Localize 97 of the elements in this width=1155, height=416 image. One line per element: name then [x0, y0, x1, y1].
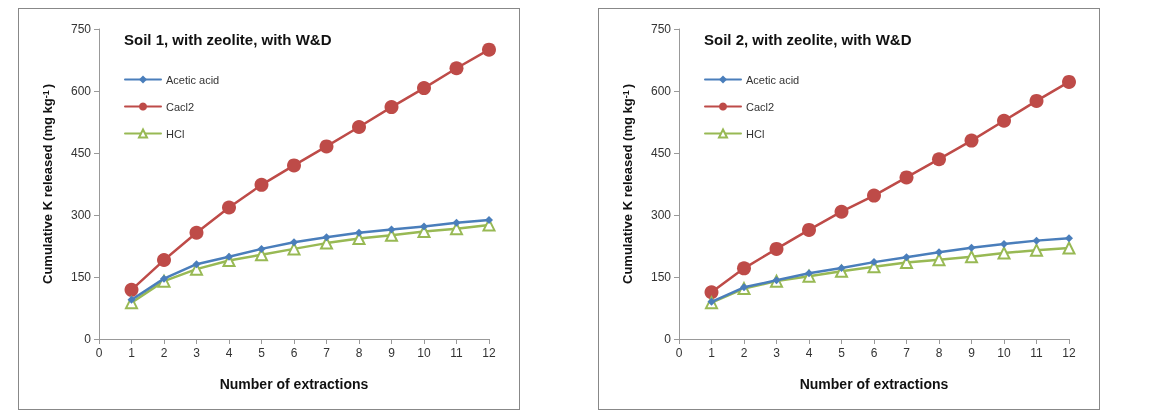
- x-tick-label: 12: [1062, 346, 1076, 360]
- point: [254, 177, 269, 192]
- point: [1032, 236, 1041, 245]
- y-tick-label: 450: [650, 146, 672, 160]
- y-tick-label: 450: [70, 146, 92, 160]
- legend-label: Cacl2: [746, 100, 775, 113]
- point: [1030, 243, 1043, 257]
- point: [965, 250, 978, 264]
- legend-label: HCl: [746, 127, 765, 140]
- y-tick-label: 150: [70, 270, 92, 284]
- x-tick-label: 4: [225, 346, 233, 360]
- x-tick-label: 5: [258, 346, 266, 360]
- x-tick-label: 1: [708, 346, 716, 360]
- x-tick-label: 7: [323, 346, 331, 360]
- point: [322, 233, 331, 242]
- point: [834, 204, 849, 219]
- x-tick-label: 6: [290, 346, 298, 360]
- y-tick-label: 0: [664, 332, 672, 346]
- x-tick-label: 2: [740, 346, 748, 360]
- y-tick-label: 150: [650, 270, 672, 284]
- point: [420, 222, 428, 231]
- y-tick-label: 750: [70, 22, 92, 36]
- x-tick-label: 12: [482, 346, 496, 360]
- point: [737, 261, 751, 276]
- x-tick-label: 6: [870, 346, 878, 360]
- point: [417, 81, 431, 96]
- legend-label: Cacl2: [166, 100, 195, 113]
- point: [1029, 93, 1044, 108]
- point: [319, 139, 334, 154]
- y-axis-title: Cumulative K released (mg kg-1): [620, 83, 635, 284]
- point: [997, 113, 1011, 128]
- point: [704, 285, 719, 300]
- point: [452, 218, 461, 227]
- point: [769, 241, 784, 256]
- point: [352, 119, 366, 134]
- point: [450, 222, 463, 236]
- x-tick-label: 10: [417, 346, 431, 360]
- point: [287, 242, 301, 256]
- x-tick-label: 2: [160, 346, 168, 360]
- x-tick-label: 11: [1030, 346, 1044, 360]
- y-axis-title: Cumulative K released (mg kg-1): [40, 83, 55, 284]
- point: [935, 248, 943, 257]
- point: [290, 238, 298, 247]
- x-tick-label: 3: [193, 346, 201, 360]
- point: [482, 42, 496, 57]
- point: [1062, 74, 1076, 89]
- chart-title: Soil 1, with zeolite, with W&D: [124, 31, 332, 48]
- y-tick-label: 750: [650, 22, 672, 36]
- x-tick-label: 9: [968, 346, 976, 360]
- y-tick-label: 600: [650, 84, 672, 98]
- point: [124, 282, 139, 297]
- point: [899, 170, 914, 185]
- y-tick-label: 300: [70, 208, 92, 222]
- point: [967, 243, 976, 252]
- x-tick-label: 8: [935, 346, 943, 360]
- x-axis-title: Number of extractions: [799, 376, 949, 392]
- point: [384, 100, 399, 115]
- x-tick-label: 4: [805, 346, 813, 360]
- point: [222, 200, 236, 215]
- chart-title: Soil 2, with zeolite, with W&D: [704, 31, 912, 48]
- point: [1062, 241, 1076, 255]
- point: [997, 246, 1011, 260]
- point: [902, 253, 911, 262]
- x-tick-label: 7: [903, 346, 911, 360]
- x-tick-label: 3: [773, 346, 781, 360]
- point: [932, 253, 946, 267]
- point: [1000, 239, 1008, 248]
- legend-label: Acetic acid: [746, 73, 800, 86]
- x-tick-label: 1: [128, 346, 136, 360]
- point: [387, 225, 396, 234]
- point: [192, 260, 201, 269]
- point: [802, 222, 816, 237]
- point: [867, 188, 881, 203]
- legend-label: Acetic acid: [166, 73, 220, 86]
- x-tick-label: 8: [355, 346, 363, 360]
- point: [287, 158, 301, 173]
- point: [1065, 234, 1073, 243]
- x-tick-label: 5: [838, 346, 846, 360]
- x-tick-label: 9: [388, 346, 396, 360]
- x-tick-label: 0: [95, 346, 103, 360]
- point: [257, 244, 266, 253]
- point: [964, 133, 979, 148]
- point: [870, 258, 878, 267]
- y-tick-label: 600: [70, 84, 92, 98]
- point: [355, 228, 363, 237]
- x-tick-label: 10: [997, 346, 1011, 360]
- point: [189, 225, 204, 240]
- x-axis-title: Number of extractions: [219, 376, 369, 392]
- legend-label: HCl: [166, 127, 185, 140]
- point: [157, 253, 171, 268]
- point: [449, 61, 464, 76]
- point: [932, 152, 946, 167]
- point: [485, 215, 493, 224]
- x-tick-label: 11: [450, 346, 464, 360]
- x-tick-label: 0: [675, 346, 683, 360]
- y-tick-label: 300: [650, 208, 672, 222]
- y-tick-label: 0: [84, 332, 92, 346]
